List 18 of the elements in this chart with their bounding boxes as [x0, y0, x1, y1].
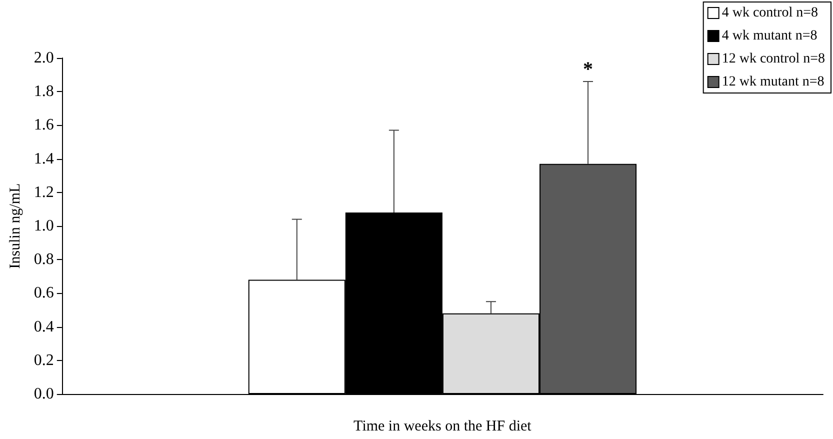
y-axis-title: Insulin ng/mL: [8, 183, 24, 269]
y-tick-label: 1.0: [34, 218, 54, 234]
legend-label: 4 wk mutant n=8: [722, 28, 818, 44]
y-tick-label: 0.4: [34, 318, 54, 336]
y-tick-label: 0.2: [34, 352, 54, 369]
y-tick-label: 1.6: [34, 116, 54, 134]
y-tick-label: 1.4: [34, 150, 54, 168]
legend-label: 4 wk control n=8: [722, 6, 818, 20]
y-tick-label: 1.2: [34, 184, 54, 201]
legend-label: 12 wk control n=8: [722, 52, 826, 66]
y-tick-label: 2.0: [34, 50, 54, 66]
annotation: *: [583, 58, 594, 81]
y-tick-label: 1.8: [34, 83, 54, 100]
legend-label: 12 wk mutant n=8: [722, 74, 824, 90]
y-tick-label: 0.8: [34, 251, 54, 268]
x-axis-title: Time in weeks on the HF diet: [354, 418, 532, 434]
y-tick-label: 0.6: [34, 284, 54, 302]
y-tick-label: 0.0: [34, 386, 54, 402]
